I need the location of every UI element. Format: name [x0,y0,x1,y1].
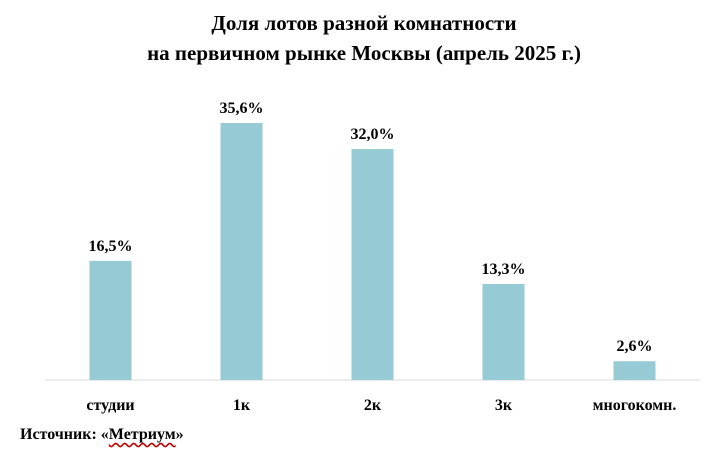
category-label-3: 3к [495,397,513,414]
category-label-2: 2к [364,397,382,414]
bar-2 [351,148,394,380]
source-name: Метриум [108,426,176,443]
data-label-0: 16,5% [89,238,133,255]
source-prefix: Источник: « [20,426,109,443]
bar-1 [220,123,263,380]
category-label-1: 1к [233,397,251,414]
data-label-4: 2,6% [617,338,653,355]
chart-title-line-1: Доля лотов разной комнатности [211,11,517,35]
source-suffix: » [175,426,184,443]
data-label-1: 35,6% [220,100,264,117]
category-label-4: многокомн. [593,397,677,414]
chart-title-line-2: на первичном рынке Москвы (апрель 2025 г… [147,41,581,65]
source-note: Источник: «Метриум» [20,426,184,444]
data-label-3: 13,3% [482,261,526,278]
bar-0 [89,260,132,380]
data-label-2: 32,0% [351,126,395,143]
category-label-0: студии [86,397,134,414]
bar-3 [482,283,525,380]
bar-4 [613,361,656,380]
